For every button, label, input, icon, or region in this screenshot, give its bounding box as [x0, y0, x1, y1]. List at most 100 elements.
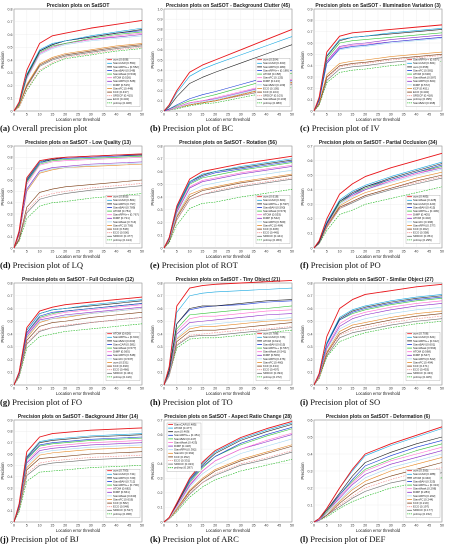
y-tick-label: 0.3 [308, 345, 313, 349]
y-tick-label: 0.6 [8, 452, 13, 456]
y-tick-label: 0 [311, 246, 313, 250]
legend-entry: ECO [0.358] [413, 231, 429, 235]
series-line-SiamRPN++ [163, 305, 293, 386]
legend-entry: KCF [0.437] [113, 90, 129, 94]
y-tick-label: 0.6 [8, 178, 13, 182]
legend-entry: prdimp [0.405] [413, 375, 432, 379]
legend-box [105, 469, 141, 518]
legend-entry: prdimp [0.287] [174, 466, 193, 470]
x-tick-label: 0 [313, 524, 315, 528]
legend-entry: KCF [0.471] [413, 364, 429, 368]
y-tick-label: 0.2 [158, 89, 163, 93]
series-line-ours [163, 28, 293, 112]
x-tick-label: 35 [102, 113, 106, 117]
y-tick-label: 0.6 [8, 33, 13, 37]
panel-d: 0 5 10 15 20 25 30 35 40 45 50 0 0.1 0.2 0.3 0.4 0.5 0.6 0… [0, 137, 150, 274]
y-tick-label: 0.5 [158, 183, 163, 187]
x-tick-label: 30 [89, 113, 93, 117]
legend-entry: SiamMask [0.541] [263, 350, 286, 354]
caption-text: Precision plot of DEF [308, 534, 386, 544]
series-line-SiamCAR [163, 421, 293, 523]
chart-f: 0 5 10 15 20 25 30 35 40 45 50 0 0.1 0.2 0.3 0.4 0.5 0.6 0… [300, 140, 444, 259]
legend-entry: SiamRPN++ [0.552] [113, 65, 139, 69]
y-tick-label: 0.3 [8, 345, 13, 349]
chart-i: 0 5 10 15 20 25 30 35 40 45 50 0 0.1 0.2 0.3 0.4 0.5 0.6 0… [300, 277, 444, 396]
y-tick-label: 0.5 [8, 320, 13, 324]
series-line-SRDCF [313, 177, 443, 249]
x-tick-label: 15 [200, 387, 204, 391]
x-tick-label: 15 [200, 250, 204, 254]
x-tick-label: 50 [140, 250, 144, 254]
y-tick-label: 0.1 [8, 235, 13, 239]
legend-box [255, 195, 291, 244]
y-tick-label: 0.2 [308, 358, 313, 362]
x-tick-label: 35 [102, 524, 106, 528]
chart-title: Precision plots on SatSOT - Background C… [166, 3, 291, 9]
x-tick-label: 5 [176, 524, 178, 528]
legend-entry: SiamRPN [0.729] [113, 476, 136, 480]
legend-entry: SiamRPN [0.522] [413, 357, 436, 361]
x-tick-label: 30 [239, 524, 243, 528]
legend-entry: SiamBAN [0.368] [413, 101, 435, 105]
y-tick-label: 0 [161, 246, 163, 250]
x-tick-label: 30 [389, 387, 393, 391]
legend-entry: SiamRPN++ [0.597] [263, 202, 289, 206]
legend-entry: SiamCAR [0.726] [263, 335, 286, 339]
x-tick-label: 10 [188, 387, 192, 391]
x-tick-label: 40 [414, 387, 418, 391]
y-tick-label: 0.6 [158, 307, 163, 311]
x-axis-label: Location error threshold [206, 117, 251, 122]
x-tick-label: 35 [402, 524, 406, 528]
x-tick-label: 40 [264, 250, 268, 254]
y-tick-label: 0.7 [158, 38, 163, 42]
x-tick-label: 30 [89, 387, 93, 391]
series-line-DiMP [13, 161, 143, 249]
y-tick-label: 0.7 [8, 167, 13, 171]
caption-text: Overall precision plot [10, 123, 88, 133]
x-tick-label: 5 [326, 113, 328, 117]
y-tick-label: 0 [11, 246, 13, 250]
series-line-prdimp [163, 87, 293, 112]
legend-entry: SiamRPN [0.377] [413, 223, 436, 227]
x-tick-label: 25 [226, 113, 230, 117]
legend-entry: ECO [0.453] [413, 368, 429, 372]
series-line-SiamRPN [313, 453, 443, 523]
x-tick-label: 20 [213, 524, 217, 528]
y-tick-label: 0.4 [308, 452, 313, 456]
panel-k: 0 5 10 15 20 25 30 35 40 45 50 0 0.1 0.2 0.3 0.4 0.5 0.6 0… [150, 411, 300, 548]
x-tick-label: 10 [188, 524, 192, 528]
chart-title: Precision plots on SatSOT - Aspect Ratio… [164, 414, 292, 420]
x-tick-label: 10 [188, 250, 192, 254]
x-tick-label: 20 [363, 524, 367, 528]
x-tick-label: 25 [376, 387, 380, 391]
x-tick-label: 45 [277, 113, 281, 117]
caption-text: Precision plot of FO [10, 397, 83, 407]
x-tick-label: 5 [326, 524, 328, 528]
series-line-ECO [313, 54, 443, 112]
x-tick-label: 30 [89, 524, 93, 528]
legend-entry: ours [0.793] [113, 469, 128, 473]
y-tick-label: 0.6 [158, 48, 163, 52]
series-line-SiamCAR [313, 294, 443, 386]
panel-caption: (g) Precision plot of FO [0, 397, 150, 407]
x-axis-label: Location error threshold [56, 254, 101, 259]
x-tick-label: 15 [350, 387, 354, 391]
x-axis-label: Location error threshold [356, 254, 401, 259]
legend-entry: ATOM [0.568] [413, 350, 431, 354]
x-tick-label: 30 [389, 113, 393, 117]
legend-entry: SiamBAN [0.712] [113, 479, 135, 483]
y-tick-label: 0 [11, 109, 13, 113]
x-tick-label: 0 [163, 250, 165, 254]
y-tick-label: 0.3 [308, 469, 313, 473]
x-tick-label: 25 [376, 524, 380, 528]
x-tick-label: 20 [363, 113, 367, 117]
y-tick-label: 0.3 [308, 75, 313, 79]
y-axis-label: Precision [0, 188, 5, 206]
y-tick-label: 0.6 [8, 307, 13, 311]
legend-entry: SRDCF [0.477] [113, 234, 133, 238]
y-tick-label: 0.2 [8, 498, 13, 502]
panel-caption: (f) Precision plot of PO [300, 260, 450, 270]
x-tick-label: 50 [140, 524, 144, 528]
panel-g: 0 5 10 15 20 25 30 35 40 45 50 0 0.1 0.2 0.3 0.4 0.5 0.6 0… [0, 274, 150, 411]
